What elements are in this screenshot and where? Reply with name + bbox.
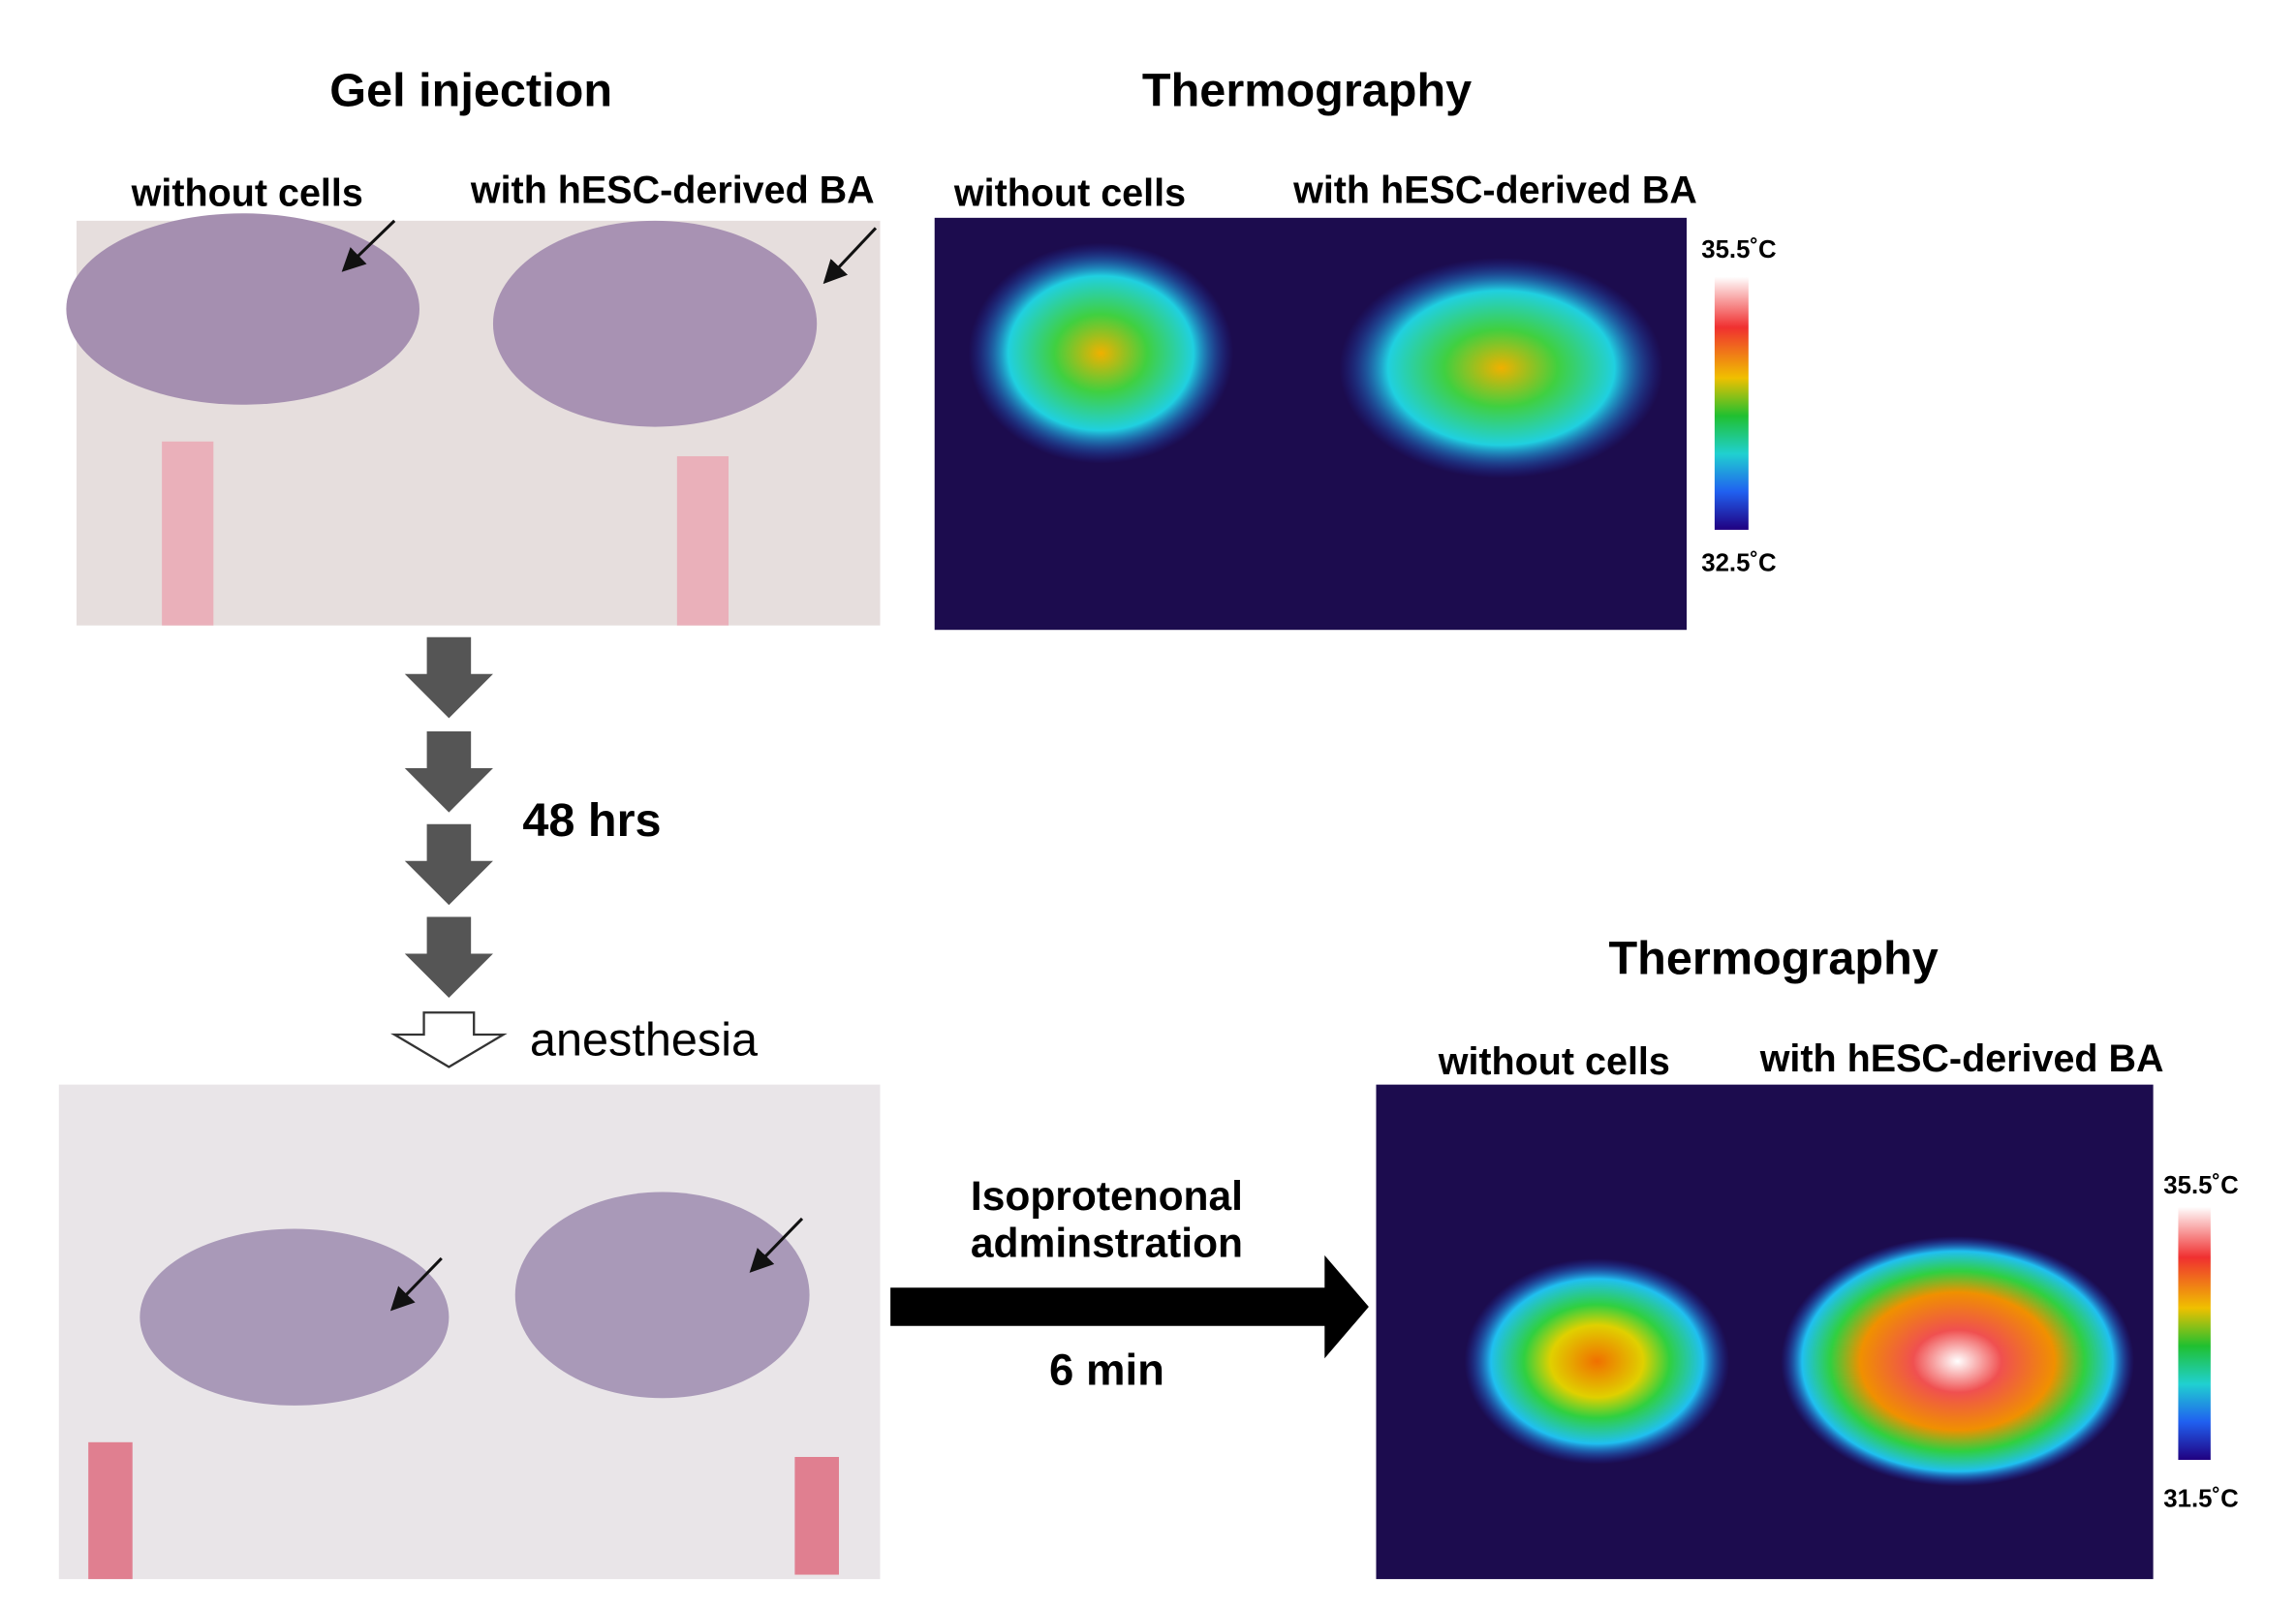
mouse-skin xyxy=(492,220,818,427)
mouse-skin xyxy=(66,213,419,405)
mouse-skin xyxy=(514,1192,810,1399)
color-bar xyxy=(1714,276,1749,530)
down-arrow xyxy=(404,636,493,719)
scale-label: 35.5˚C xyxy=(2163,1172,2238,1199)
thermo-label: with hESC-derived BA xyxy=(1292,170,1697,212)
scale-label: 31.5˚C xyxy=(2163,1486,2238,1513)
duration-label: 6 min xyxy=(1049,1346,1164,1395)
down-arrow xyxy=(404,916,493,999)
heat-spot xyxy=(1464,1257,1730,1465)
right-arrow xyxy=(890,1254,1369,1359)
down-arrow xyxy=(404,731,493,813)
panel-title: Thermography xyxy=(1142,64,1472,116)
treatment-label: Isoprotenonal xyxy=(971,1173,1243,1220)
heat-spot xyxy=(1781,1236,2134,1487)
down-arrow xyxy=(404,823,493,906)
heat-spot xyxy=(968,242,1234,464)
pointer-arrow xyxy=(822,227,878,285)
mouse-foot xyxy=(794,1457,839,1575)
thermo-label: with hESC-derived BA xyxy=(1759,1037,2164,1080)
pointer-arrow xyxy=(389,1256,443,1312)
mouse-tail xyxy=(676,455,729,626)
thermo-label: without cells xyxy=(1438,1040,1670,1083)
heat-spot xyxy=(1339,257,1663,479)
photo-label: with hESC-derived BA xyxy=(470,170,875,212)
pointer-arrow xyxy=(341,219,396,272)
pointer-arrow xyxy=(749,1217,804,1273)
mouse-tail xyxy=(162,441,214,626)
color-bar xyxy=(2178,1206,2211,1461)
scale-label: 35.5˚C xyxy=(1701,236,1776,263)
scale-label: 32.5˚C xyxy=(1701,549,1776,576)
step-label: anesthesia xyxy=(530,1013,759,1066)
panel-title: Thermography xyxy=(1608,933,1938,985)
flow-arrows xyxy=(404,636,493,999)
duration-label: 48 hrs xyxy=(522,794,661,847)
photo-label: without cells xyxy=(131,172,363,215)
hollow-arrow xyxy=(390,1011,508,1068)
thermo-label: without cells xyxy=(953,172,1186,215)
mouse-foot xyxy=(88,1441,133,1580)
mouse-skin xyxy=(140,1228,450,1406)
panel-title: Gel injection xyxy=(329,64,612,116)
treatment-label: adminstration xyxy=(971,1220,1243,1266)
